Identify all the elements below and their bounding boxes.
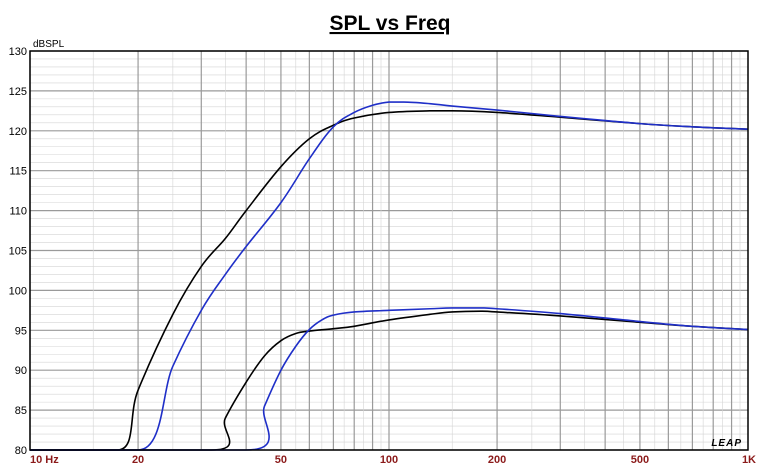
x-tick-label: 10 Hz <box>30 454 59 466</box>
y-tick-label: 90 <box>15 365 27 377</box>
series-line-3 <box>29 310 749 451</box>
y-tick-label: 125 <box>9 86 27 98</box>
y-axis-label: dBSPL <box>33 39 65 50</box>
leap-logo: LEAP <box>711 438 742 449</box>
series-line-4 <box>29 307 749 451</box>
y-tick-label: 85 <box>15 405 27 417</box>
y-tick-labels: 80 85 90 95 100 105 110 115 120 125 130 <box>9 46 27 457</box>
x-tick-label: 500 <box>631 454 649 466</box>
y-tick-label: 100 <box>9 285 27 297</box>
x-tick-label: 1K <box>742 454 756 466</box>
x-tick-label: 20 <box>132 454 144 466</box>
y-tick-label: 110 <box>9 206 27 218</box>
y-tick-label: 105 <box>9 246 27 258</box>
y-tick-label: 130 <box>9 46 27 58</box>
y-tick-label: 95 <box>15 325 27 337</box>
x-tick-label: 200 <box>488 454 506 466</box>
x-tick-labels: 10 Hz 20 50 100 200 500 1K <box>30 454 756 466</box>
y-tick-label: 115 <box>9 166 27 178</box>
plot-border <box>29 50 749 451</box>
y-tick-label: 120 <box>9 126 27 138</box>
series-lines <box>29 101 749 451</box>
series-line-2 <box>29 101 749 451</box>
y-tick-label: 80 <box>15 445 27 457</box>
chart-title: SPL vs Freq <box>330 12 451 35</box>
x-tick-label: 50 <box>275 454 287 466</box>
x-tick-label: 100 <box>380 454 398 466</box>
